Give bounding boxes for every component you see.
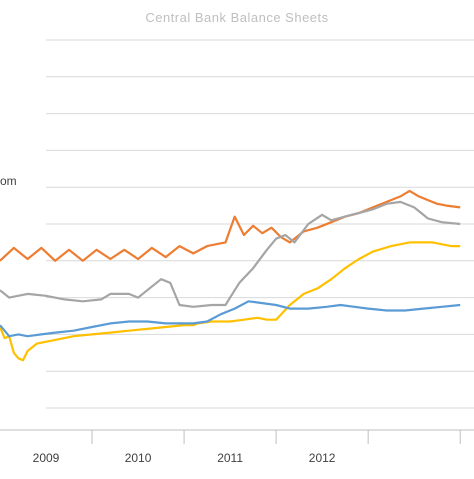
x-tick-label: 2011 [217,451,243,465]
series-line-3 [0,300,461,338]
x-tick-label: 2010 [125,451,152,465]
chart-title: Central Bank Balance Sheets [145,10,329,25]
x-tick-label: 2012 [309,451,336,465]
series-line-2 [0,241,461,362]
x-tick-label: 2009 [33,451,60,465]
series-line-1 [0,200,461,308]
series-line-0 [0,189,461,262]
partial-label: om [0,174,17,188]
